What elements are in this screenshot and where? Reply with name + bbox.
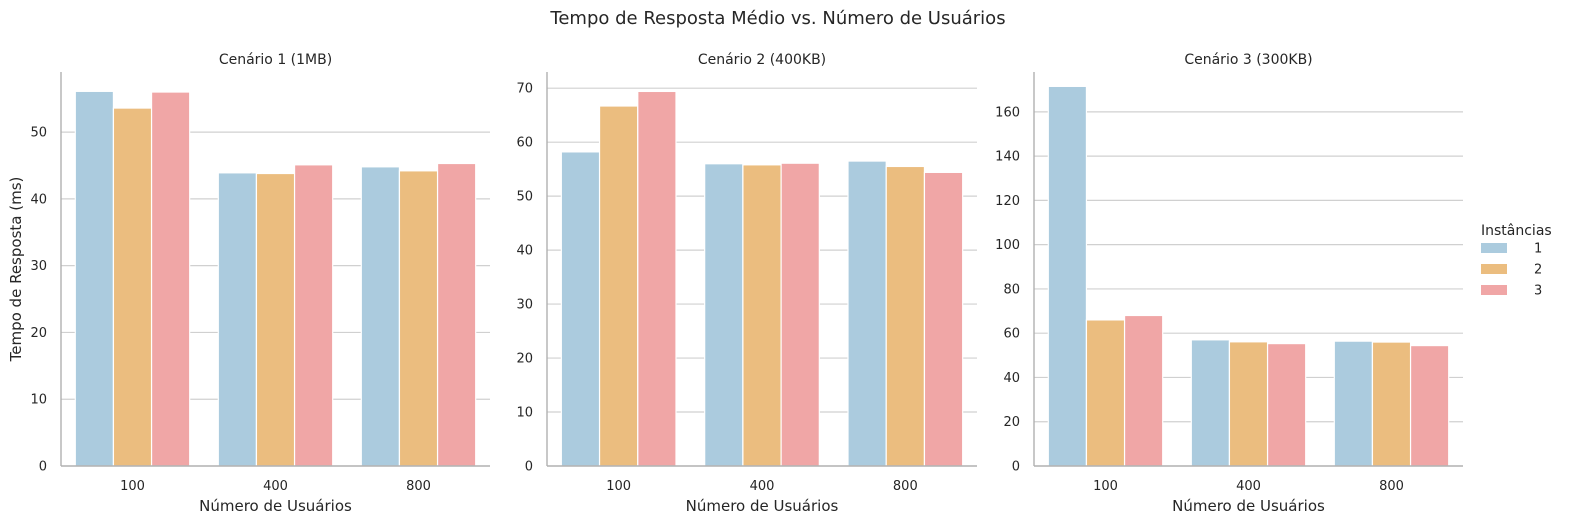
- x-tick-label: 800: [893, 479, 918, 494]
- y-tick-label: 60: [1003, 327, 1020, 342]
- bar: [293, 164, 334, 467]
- legend-swatch: [1481, 243, 1507, 253]
- y-tick-label: 50: [30, 126, 47, 141]
- y-tick-label: 20: [516, 352, 533, 367]
- x-tick-label: 400: [263, 479, 288, 494]
- legend-entry-label: 2: [1534, 263, 1542, 278]
- x-tick-label: 100: [1093, 479, 1118, 494]
- y-axis-label: Tempo de Resposta (ms): [7, 177, 25, 363]
- bar: [742, 164, 782, 467]
- x-axis-label: Número de Usuários: [1172, 497, 1325, 515]
- x-tick-label: 800: [406, 479, 431, 494]
- x-axis-label: Número de Usuários: [686, 497, 839, 515]
- y-tick-label: 50: [516, 190, 533, 205]
- y-tick-label: 40: [30, 192, 47, 207]
- bar: [1123, 314, 1164, 467]
- y-tick-label: 30: [30, 259, 47, 274]
- chart-panel-3: 0 20 40 60 80 100 120 140 160 100 400 800 Cenário 3 …: [995, 52, 1463, 515]
- x-tick-label: 400: [1236, 479, 1261, 494]
- bar: [360, 166, 401, 467]
- bar: [150, 91, 191, 467]
- legend-entry-label: 1: [1534, 242, 1542, 257]
- x-tick-label: 100: [606, 479, 631, 494]
- bar: [1190, 339, 1231, 467]
- bar: [1409, 344, 1450, 467]
- y-tick-label: 100: [995, 238, 1020, 253]
- y-tick-label: 40: [516, 244, 533, 259]
- bar: [255, 172, 296, 467]
- y-tick-label: 20: [1003, 415, 1020, 430]
- x-axis-label: Número de Usuários: [199, 497, 352, 515]
- bar: [112, 107, 153, 467]
- y-tick-label: 20: [30, 326, 47, 341]
- legend-entry-label: 3: [1534, 284, 1542, 299]
- panel-title: Cenário 3 (300KB): [1184, 52, 1312, 68]
- x-tick-label: 100: [120, 479, 145, 494]
- bar: [847, 160, 887, 467]
- bar: [923, 171, 964, 467]
- y-tick-label: 30: [516, 298, 533, 313]
- bar: [1228, 341, 1269, 467]
- y-tick-label: 0: [525, 460, 533, 475]
- panel-title: Cenário 1 (1MB): [219, 52, 332, 68]
- bar: [598, 105, 639, 467]
- chart-panel-2: 0 10 20 30 40 50 60 70 100 400 800 Cenário 2 (400KB…: [516, 52, 977, 515]
- legend: Instâncias 1 2 3: [1481, 223, 1552, 299]
- chart-panel-1: 0 10 20 30 40 50 100 400 800 Cenário 1 (1MB) Númer…: [7, 52, 490, 515]
- bar: [1266, 342, 1307, 467]
- figure-title: Tempo de Resposta Médio vs. Número de Us…: [549, 8, 1005, 29]
- y-tick-label: 10: [516, 406, 533, 421]
- bar: [398, 170, 439, 467]
- bar: [560, 151, 601, 467]
- bar: [1047, 85, 1088, 467]
- legend-title: Instâncias: [1481, 223, 1552, 239]
- bar: [74, 90, 115, 467]
- x-tick-label: 400: [750, 479, 775, 494]
- bar: [885, 165, 926, 467]
- y-tick-label: 40: [1003, 371, 1020, 386]
- y-tick-label: 160: [995, 105, 1020, 120]
- y-tick-label: 140: [995, 150, 1020, 165]
- legend-swatch: [1481, 264, 1507, 274]
- x-tick-label: 800: [1379, 479, 1404, 494]
- bar: [217, 172, 258, 467]
- bar: [436, 162, 477, 467]
- bar: [1371, 341, 1412, 467]
- panel-title: Cenário 2 (400KB): [698, 52, 826, 68]
- bar: [637, 90, 677, 467]
- legend-swatch: [1481, 285, 1507, 295]
- bar: [780, 162, 820, 467]
- y-tick-label: 70: [516, 82, 533, 97]
- bar: [1333, 340, 1374, 467]
- y-tick-label: 80: [1003, 282, 1020, 297]
- bar: [1085, 319, 1126, 467]
- bar: [704, 163, 744, 467]
- y-tick-label: 60: [516, 136, 533, 151]
- y-tick-label: 120: [995, 194, 1020, 209]
- y-tick-label: 10: [30, 393, 47, 408]
- y-tick-label: 0: [39, 460, 47, 475]
- y-tick-label: 0: [1012, 460, 1020, 475]
